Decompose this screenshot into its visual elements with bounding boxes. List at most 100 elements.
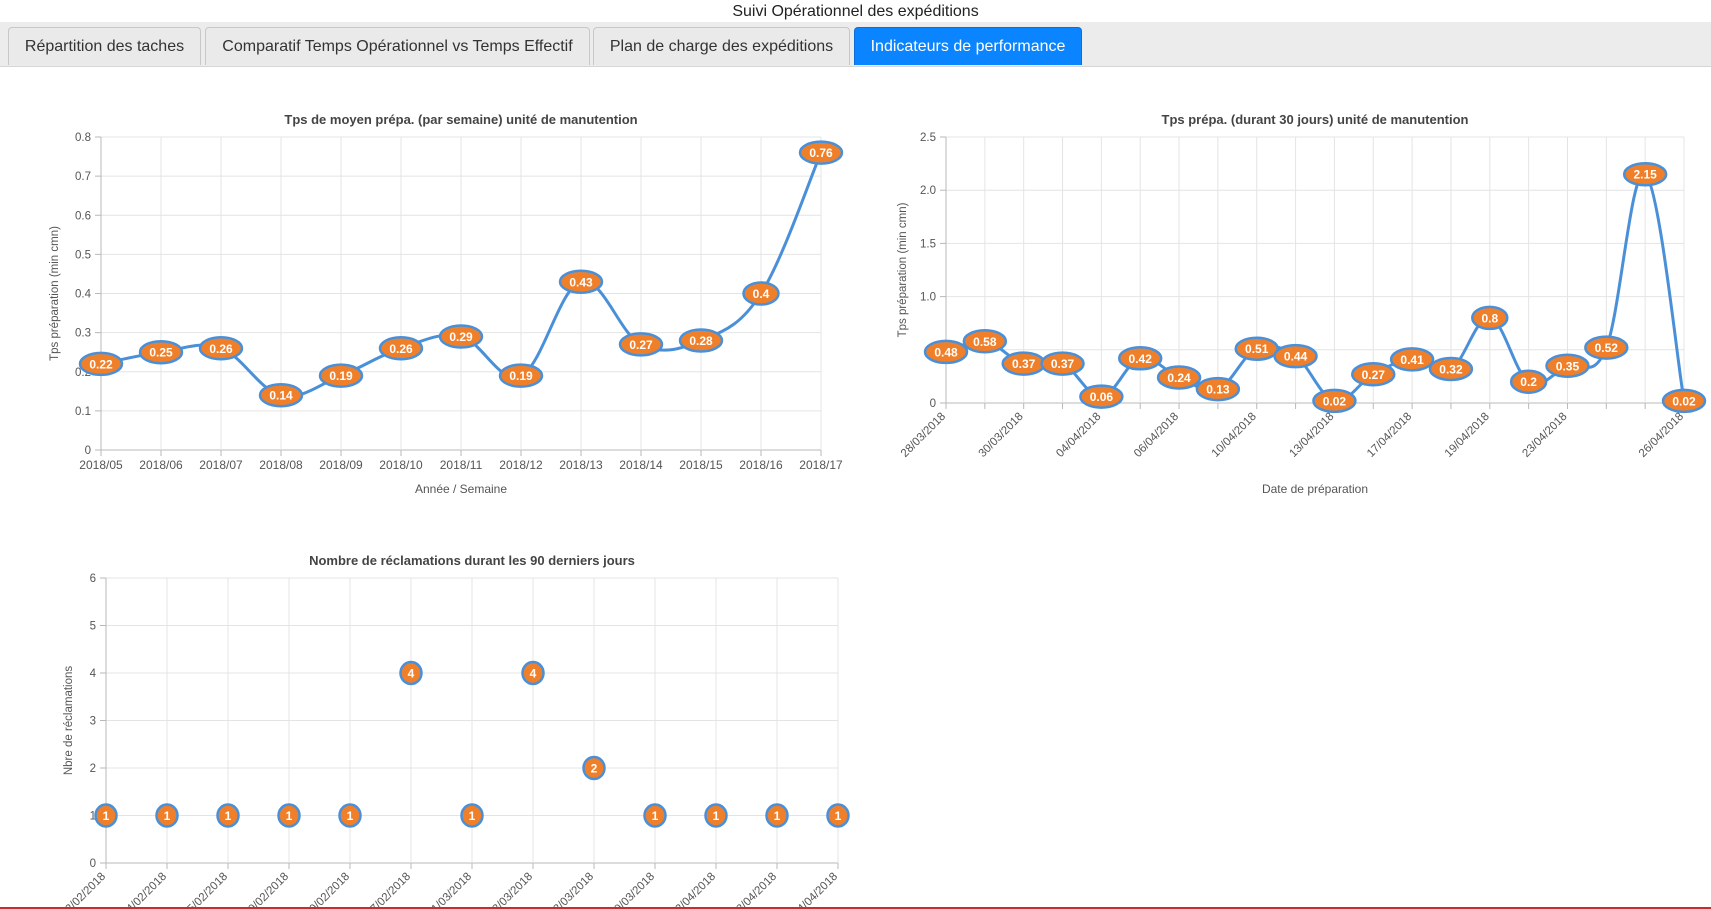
tab-indicateurs-performance[interactable]: Indicateurs de performance (854, 27, 1082, 65)
data-label: 0.58 (973, 335, 997, 349)
data-point (582, 755, 606, 781)
chart-title: Tps prépa. (durant 30 jours) unité de ma… (1162, 112, 1469, 127)
data-point (618, 332, 664, 357)
data-label: 0.51 (1245, 342, 1269, 356)
tab-plan-de-charge[interactable]: Plan de charge des expéditions (593, 27, 850, 65)
y-tick-label: 1.0 (920, 292, 936, 304)
chart-title: Nombre de réclamations durant les 90 der… (309, 553, 635, 568)
x-tick-label: 06/04/2018 (1132, 411, 1181, 460)
y-tick-label: 5 (90, 621, 96, 633)
x-tick-label: 13/03/2018 (547, 871, 596, 909)
data-point (521, 660, 545, 686)
x-tick-label: 2018/15 (679, 458, 723, 472)
data-point (1273, 343, 1318, 369)
x-axis-label: Date de préparation (1262, 482, 1368, 496)
y-tick-label: 0 (90, 858, 96, 870)
data-point (1471, 305, 1509, 331)
y-tick-label: 0.4 (75, 289, 92, 301)
data-label: 0.25 (149, 346, 173, 360)
y-axis-label: Nbre de réclamations (63, 666, 75, 776)
x-tick-label: 04/04/2018 (1054, 411, 1103, 460)
data-point (1234, 336, 1279, 361)
x-tick-label: 12/04/2018 (669, 871, 718, 909)
data-label: 1 (164, 809, 171, 823)
data-point (438, 324, 484, 349)
data-label: 0.22 (89, 357, 113, 371)
x-tick-label: 2018/05 (79, 458, 123, 472)
tab-repartition-taches[interactable]: Répartition des taches (8, 27, 201, 65)
x-tick-label: 15/02/2018 (181, 871, 230, 909)
data-point (460, 803, 484, 828)
data-point (1661, 388, 1707, 414)
data-label: 0.13 (1206, 383, 1230, 397)
data-label: 0.14 (269, 389, 293, 403)
data-label: 1 (103, 809, 110, 823)
data-label: 4 (408, 667, 415, 681)
chart-title: Tps de moyen prépa. (par semaine) unité … (284, 112, 637, 127)
y-axis-label: Tps préparation (min cmn) (49, 226, 61, 361)
data-point (198, 336, 244, 361)
data-label: 0.24 (1167, 371, 1191, 385)
data-label: 0.26 (389, 342, 413, 356)
tab-comparatif-temps[interactable]: Comparatif Temps Opérationnel vs Temps E… (205, 27, 590, 65)
data-label: 0.02 (1672, 394, 1696, 408)
data-point (258, 382, 304, 408)
data-point (1312, 388, 1357, 414)
data-point (1545, 353, 1590, 379)
y-tick-label: 0.1 (75, 406, 91, 418)
data-point (742, 281, 780, 306)
data-point (798, 140, 844, 165)
y-tick-label: 2.0 (920, 185, 936, 197)
data-point (1428, 356, 1474, 382)
x-tick-label: 2018/07 (199, 458, 243, 472)
x-tick-label: 2018/06 (139, 458, 183, 472)
x-tick-label: 27/02/2018 (364, 871, 413, 909)
data-label: 0.44 (1284, 350, 1308, 364)
data-point (1117, 346, 1163, 371)
y-tick-label: 0.6 (75, 210, 91, 222)
x-tick-label: 19/04/2018 (1443, 411, 1492, 460)
data-label: 0.41 (1400, 353, 1424, 367)
data-label: 0.28 (689, 334, 713, 348)
data-point (826, 803, 850, 828)
data-label: 1 (469, 809, 476, 823)
y-tick-label: 1.5 (920, 238, 936, 250)
y-tick-label: 0 (930, 398, 936, 410)
data-label: 0.27 (1362, 368, 1386, 382)
x-tick-label: 19/02/2018 (242, 871, 291, 909)
y-tick-label: 0.3 (75, 328, 91, 340)
data-label: 0.19 (509, 369, 533, 383)
x-tick-label: 13/04/2018 (1287, 411, 1336, 460)
data-label: 0.42 (1129, 352, 1153, 366)
y-tick-label: 0.7 (75, 171, 91, 183)
data-point (378, 336, 424, 361)
data-label: 0.8 (1481, 311, 1498, 325)
data-point (1509, 369, 1548, 394)
y-tick-label: 0.5 (75, 249, 91, 261)
y-tick-label: 1 (90, 811, 96, 823)
data-point (962, 329, 1008, 354)
x-tick-label: 18/04/2018 (730, 871, 779, 909)
data-point (1584, 335, 1629, 360)
data-point (643, 803, 667, 828)
data-point (399, 660, 423, 686)
x-tick-label: 2018/14 (619, 458, 663, 472)
data-label: 1 (713, 809, 720, 823)
data-label: 0.4 (753, 287, 770, 301)
data-point (1622, 161, 1668, 187)
data-point (1195, 376, 1241, 402)
data-label: 0.48 (934, 345, 958, 359)
data-point (155, 803, 179, 828)
data-label: 0.26 (209, 342, 233, 356)
x-tick-label: 2018/17 (799, 458, 843, 472)
data-label: 4 (530, 667, 537, 681)
x-tick-label: 2018/11 (440, 458, 483, 472)
data-point (923, 339, 969, 365)
y-tick-label: 6 (90, 573, 96, 585)
data-point (138, 339, 184, 365)
y-tick-label: 4 (90, 668, 97, 680)
data-point (1079, 384, 1124, 409)
data-label: 0.27 (629, 338, 653, 352)
data-point (1389, 347, 1435, 372)
x-tick-label: 2018/09 (319, 458, 363, 472)
